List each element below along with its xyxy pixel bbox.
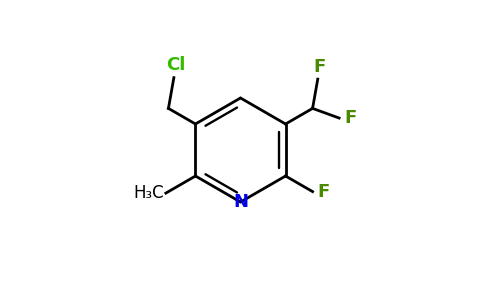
Text: F: F <box>345 109 357 127</box>
Text: Cl: Cl <box>166 56 185 74</box>
Text: F: F <box>313 58 325 76</box>
Text: N: N <box>233 193 248 211</box>
Text: F: F <box>317 183 329 201</box>
Text: H₃C: H₃C <box>134 184 165 202</box>
